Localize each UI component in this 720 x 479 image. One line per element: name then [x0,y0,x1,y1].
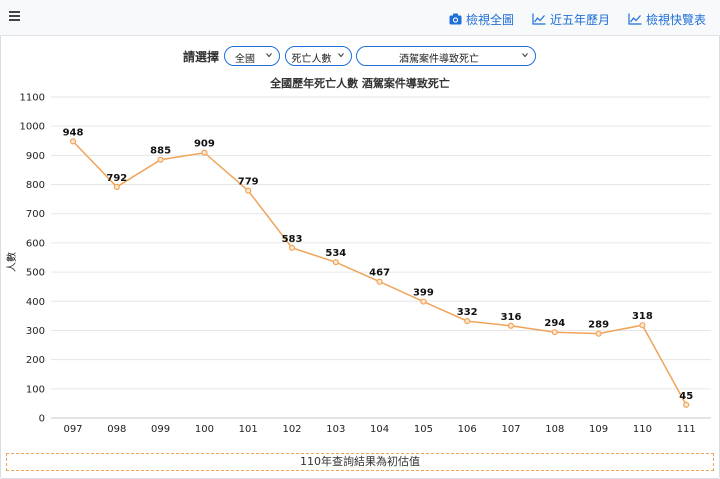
area-chart-icon [532,13,546,25]
view-quick-table-link[interactable]: 檢視快覽表 [628,9,706,29]
chevron-down-icon [266,53,272,58]
line-chart: 全國歷年死亡人數 酒駕案件導致死亡 0 100 200 300 400 500 600 700… [5,76,711,435]
data-point[interactable] [69,138,77,145]
x-tick-label: 105 [414,424,433,435]
y-tick-label: 400 [26,297,45,308]
x-tick-label: 098 [107,424,126,435]
data-label: 316 [501,312,522,323]
region-select-value: 全國 [235,54,255,65]
data-point[interactable] [683,401,690,408]
view-quick-table-label: 檢視快覽表 [645,12,706,27]
data-points [69,138,690,408]
x-tick-label: 099 [151,424,170,435]
x-tick-label: 107 [501,424,520,435]
selector-row: 請選擇 全國 死亡人數 酒駕案件導致死亡 [0,46,720,66]
data-label: 467 [369,268,390,279]
x-tick-label: 102 [282,424,301,435]
y-tick-label: 500 [26,268,45,279]
area-chart-icon [628,13,642,25]
x-tick-label: 100 [195,424,214,435]
data-point[interactable] [113,183,120,190]
data-label: 399 [413,288,434,299]
chevron-down-icon [338,53,344,58]
view-full-chart-label: 檢視全圖 [465,12,514,27]
camera-icon [449,13,462,25]
x-tick-label: 110 [633,424,652,435]
y-tick-label: 900 [26,151,45,162]
nav-links: 檢視全圖 近五年歷月 檢視快覽表 [449,9,706,29]
data-point[interactable] [551,329,558,336]
y-tick-label: 600 [26,238,45,249]
data-point[interactable] [332,259,339,266]
x-tick-label: 106 [458,424,477,435]
y-tick-label: 200 [26,355,45,366]
data-label: 885 [150,146,171,157]
y-tick-label: 700 [26,209,45,220]
region-select[interactable]: 全國 [224,46,280,66]
data-label: 779 [238,177,259,188]
data-label: 45 [679,391,693,402]
data-label: 948 [63,127,84,138]
y-tick-label: 1100 [20,93,45,104]
y-tick-label: 1000 [20,122,45,133]
data-point[interactable] [288,244,296,251]
data-label: 289 [588,320,609,331]
data-point[interactable] [639,322,646,329]
x-axis-ticks: 097 098 099 100 101 102 103 104 105 106 107 108 109 1… [63,424,695,435]
x-tick-label: 111 [677,424,696,435]
chevron-down-icon [522,53,528,58]
data-point[interactable] [245,187,252,194]
data-label: 909 [194,139,215,150]
data-point[interactable] [420,298,427,305]
y-tick-label: 0 [39,414,45,425]
selector-label: 請選擇 [183,50,220,64]
y-tick-label: 100 [26,384,45,395]
chart-title: 全國歷年死亡人數 酒駕案件導致死亡 [269,76,450,90]
y-tick-label: 300 [26,326,45,337]
data-point[interactable] [157,156,164,163]
data-point[interactable] [376,278,383,285]
x-tick-label: 109 [589,424,608,435]
data-point[interactable] [201,149,208,156]
metric-select-value: 死亡人數 [291,54,332,65]
cause-select-value: 酒駕案件導致死亡 [399,54,479,65]
cause-select[interactable]: 酒駕案件導致死亡 [356,46,536,66]
data-label: 332 [457,307,478,318]
x-tick-label: 097 [63,424,82,435]
metric-select[interactable]: 死亡人數 [285,46,352,66]
footnote: 110年查詢結果為初估值 [6,453,714,471]
hamburger-icon[interactable] [9,11,20,22]
data-label: 583 [282,234,303,245]
data-point[interactable] [464,318,471,325]
top-navbar: 檢視全圖 近五年歷月 檢視快覽表 [0,0,720,36]
data-labels: 948 792 885 909 779 583 534 467 399 332 316 294 289 3… [63,127,694,402]
recent-five-years-monthly-link[interactable]: 近五年歷月 [532,9,610,29]
view-full-chart-link[interactable]: 檢視全圖 [449,9,514,29]
x-tick-label: 108 [545,424,564,435]
x-tick-label: 101 [239,424,258,435]
data-point[interactable] [595,330,602,337]
data-label: 294 [544,318,565,329]
chart-grid [51,96,711,419]
x-tick-label: 104 [370,424,389,435]
data-label: 318 [632,311,653,322]
x-tick-label: 103 [326,424,345,435]
recent-five-years-monthly-label: 近五年歷月 [549,12,610,27]
y-axis-ticks: 0 100 200 300 400 500 600 700 800 900 1000 1100 [20,93,45,425]
data-point[interactable] [507,322,515,329]
y-tick-label: 800 [26,180,45,191]
y-axis-label: 人數 [5,252,18,272]
data-label: 534 [325,248,346,259]
data-label: 792 [106,173,127,184]
